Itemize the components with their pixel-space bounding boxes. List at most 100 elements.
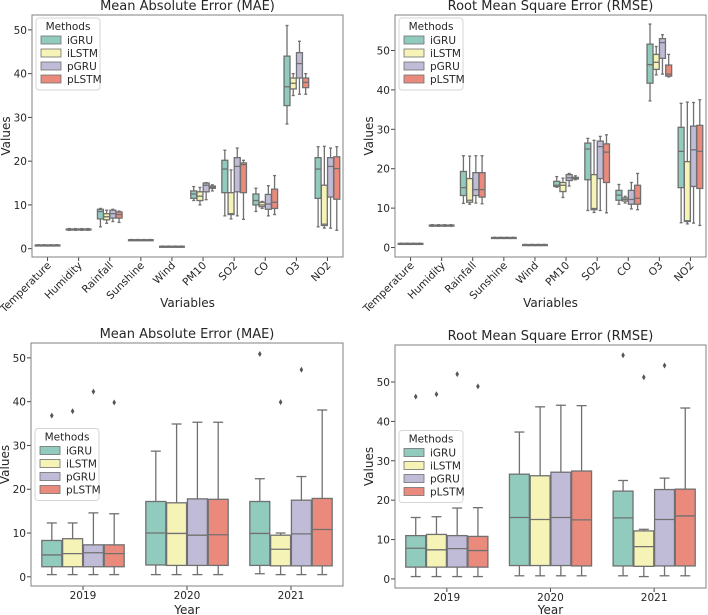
box-pGRU-CO	[264, 185, 272, 217]
y-tick-label: 30	[377, 456, 390, 468]
box-iqr	[612, 490, 634, 567]
y-tick-label: 0	[383, 574, 390, 586]
box-iGRU-CO	[615, 183, 623, 205]
box-pGRU-SO2	[596, 135, 604, 212]
box-iGRU-Wind	[158, 245, 167, 248]
x-tick-label: 2020	[537, 592, 564, 604]
x-tick-label: PM10	[180, 260, 209, 289]
box-iqr	[683, 160, 691, 223]
box-pGRU-2019	[82, 388, 105, 576]
box-iGRU-2020	[508, 431, 531, 577]
box-iqr	[550, 471, 572, 567]
legend-label-pLSTM: pLSTM	[430, 74, 465, 86]
box-iLSTM-NO2	[320, 145, 328, 229]
box-iGRU-Rainfall	[459, 155, 468, 205]
box-iLSTM-2020	[529, 406, 551, 577]
box-iLSTM-2019	[61, 408, 84, 576]
box-iqr	[61, 538, 84, 568]
box-iGRU-CO	[252, 187, 260, 213]
y-tick-label: 40	[13, 397, 26, 409]
box-iGRU-Sunshine	[127, 238, 136, 242]
y-tick-label: 0	[383, 243, 390, 255]
box-pLSTM-2019	[467, 383, 489, 578]
box-iqr	[96, 208, 105, 220]
y-tick-label: 10	[13, 528, 26, 540]
box-iqr	[646, 43, 654, 84]
box-iLSTM-CO	[621, 195, 629, 204]
outlier-point	[434, 391, 439, 398]
outlier-point	[413, 393, 418, 400]
box-iGRU-2019	[41, 412, 63, 576]
legend-swatch-pGRU	[39, 472, 61, 481]
x-tick-label: 2019	[433, 592, 460, 604]
box-iqr	[653, 488, 676, 567]
box-iGRU-PM10	[553, 175, 561, 188]
box-pGRU-2019	[446, 371, 468, 578]
legend-swatch-pGRU	[40, 61, 62, 71]
x-tick-label: PM10	[543, 260, 572, 289]
box-iqr	[665, 64, 673, 77]
box-iqr	[689, 125, 698, 188]
y-tick-label: 20	[13, 484, 26, 496]
chart-panel-3: Mean Absolute Error (MAE) 0 10 20 30 40 50 Valu…	[0, 327, 344, 615]
box-iqr	[446, 534, 468, 568]
box-iLSTM-O3	[652, 45, 660, 76]
box-pGRU-O3	[295, 40, 304, 95]
box-iGRU-2021	[249, 350, 271, 575]
x-tick-label: CO	[615, 260, 635, 280]
legend-title: Methods	[45, 432, 90, 444]
x-tick-label: O3	[646, 260, 665, 279]
box-pLSTM-Rainfall	[115, 210, 123, 224]
box-iqr	[559, 181, 567, 193]
box-iqr	[467, 535, 489, 568]
box-pGRU-O3	[658, 34, 667, 75]
y-tick-label: 30	[377, 124, 390, 136]
legend-swatch-pLSTM	[40, 74, 62, 84]
legend-label-pLSTM: pLSTM	[66, 485, 101, 497]
box-pGRU-CO	[627, 181, 635, 210]
x-axis-label: Year	[537, 603, 563, 615]
legend-swatch-iGRU	[40, 35, 62, 45]
legend-label-pGRU: pGRU	[67, 61, 97, 73]
chart-panel-2: Root Mean Square Error (RMSE) 0 10 20 30 40 50…	[360, 0, 707, 316]
legend-label-iGRU: iGRU	[67, 35, 93, 47]
y-tick-label: 50	[13, 353, 26, 365]
box-iqr	[221, 159, 229, 194]
y-tick-label: 40	[14, 69, 27, 81]
legend-label-pGRU: pGRU	[430, 474, 460, 486]
box-iqr	[190, 190, 198, 200]
box-iLSTM-2019	[425, 391, 448, 578]
box-iqr	[269, 534, 292, 567]
chart-panel-1: Mean Absolute Error (MAE) 0 10 20 30 40 50 Valu…	[0, 0, 344, 316]
x-tick-label: O3	[283, 260, 302, 279]
box-iqr	[459, 170, 468, 197]
box-iqr	[627, 189, 635, 205]
legend-title: Methods	[409, 21, 454, 33]
y-tick-label: 30	[14, 112, 27, 124]
box-pLSTM-2021	[674, 407, 696, 577]
box-pGRU-2021	[290, 366, 313, 576]
outlier-point	[662, 362, 667, 369]
y-tick-label: 40	[377, 85, 390, 97]
box-iLSTM-Humidity	[71, 227, 80, 231]
legend-swatch-pLSTM	[39, 485, 61, 494]
legend-title: Methods	[409, 434, 454, 446]
chart-title: Root Mean Square Error (RMSE)	[448, 329, 654, 344]
box-pGRU-Wind	[171, 245, 179, 248]
box-iLSTM-Humidity	[434, 224, 443, 227]
box-iGRU-Wind	[521, 243, 530, 247]
y-tick-label: 40	[377, 416, 390, 428]
box-pGRU-PM10	[565, 172, 573, 187]
x-axis-label: Year	[173, 603, 199, 615]
box-iLSTM-Rainfall	[466, 155, 474, 205]
chart-panel-4: Root Mean Square Error (RMSE) 0 10 20 30 40 50…	[362, 329, 707, 615]
box-pGRU-NO2	[689, 101, 698, 224]
legend-label-iGRU: iGRU	[66, 446, 92, 458]
x-axis-label: Variables	[523, 296, 578, 310]
box-iLSTM-NO2	[683, 101, 691, 225]
y-tick-label: 50	[377, 377, 390, 389]
box-iLSTM-PM10	[559, 177, 567, 199]
outlier-point	[50, 412, 54, 419]
